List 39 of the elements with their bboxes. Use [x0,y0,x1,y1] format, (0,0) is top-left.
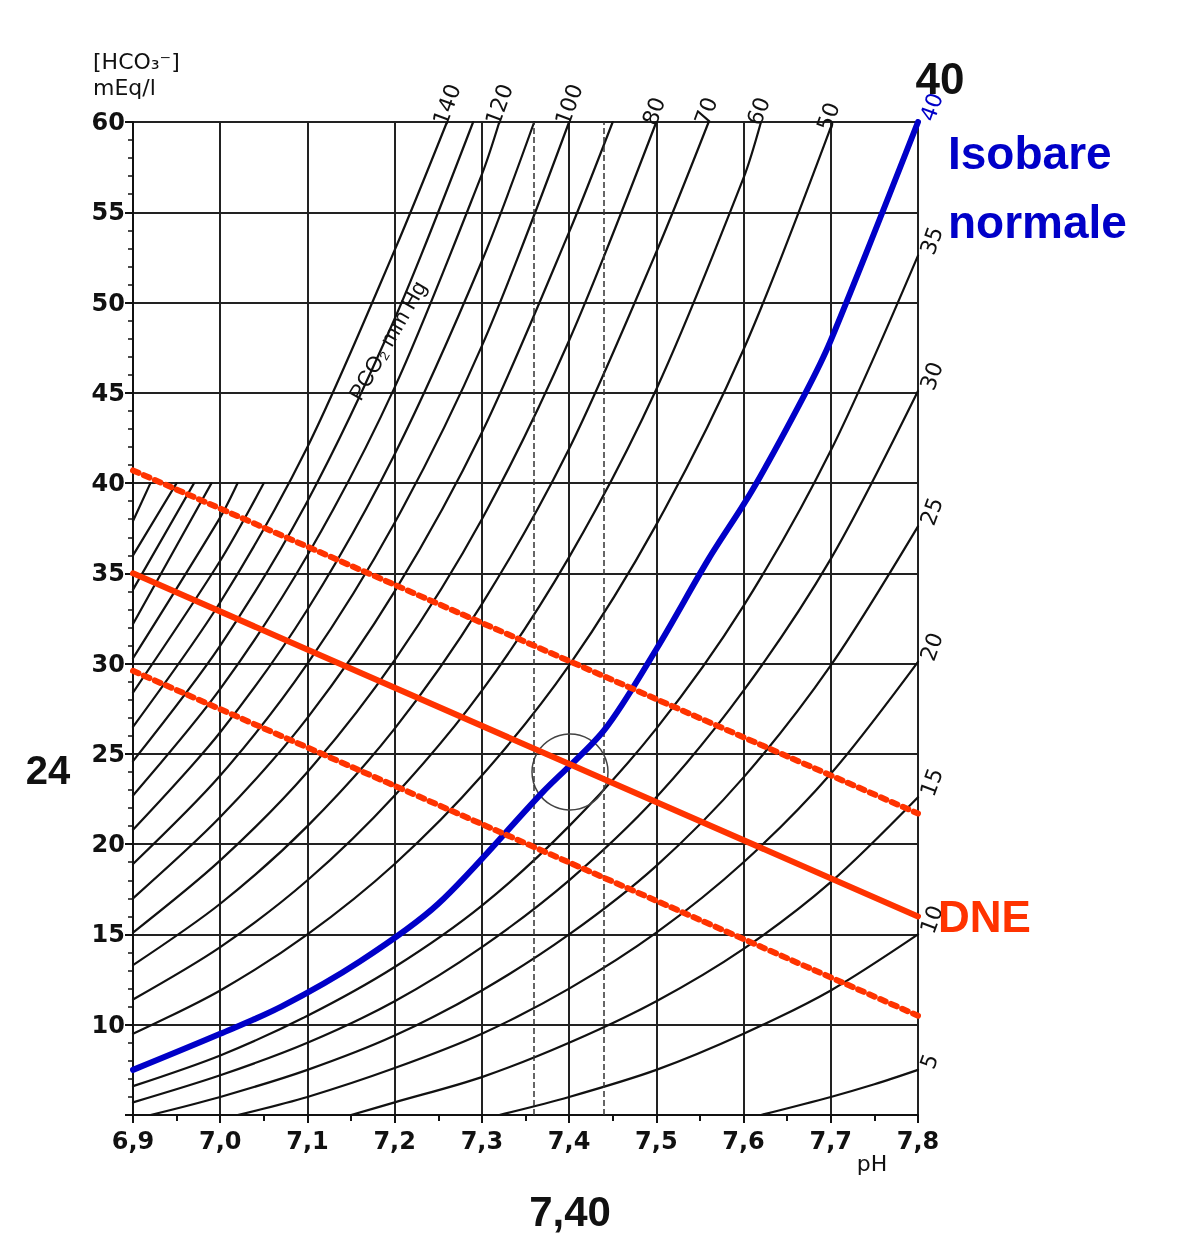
y-tick-label: 60 [91,108,125,136]
text: 120 [480,80,518,129]
y-tick-label: 55 [91,198,125,227]
text: 7,40 [529,1188,611,1235]
y-tick-label: 40 [91,469,125,498]
x-tick-label: 7,2 [373,1127,416,1155]
text: 20 [914,629,948,665]
x-tick-label: 7,0 [198,1127,242,1155]
y-tick-label: 50 [91,288,125,317]
text: 24 [25,748,71,792]
y-tick-label: 30 [91,649,125,678]
text: 35 [914,223,948,258]
y-tick-label: 45 [91,378,125,407]
x-tick-label: 7,5 [635,1127,678,1155]
text: 140 [427,80,466,129]
y-tick-label: 25 [91,739,125,768]
y-tick-label: 20 [91,830,125,859]
y-tick-label: 10 [91,1010,125,1039]
text: 25 [914,493,948,529]
x-tick-label: 7,3 [460,1127,504,1155]
text: 100 [549,80,588,129]
text: Isobare normale [948,126,1127,248]
x-tick-label: 7,8 [896,1127,940,1155]
text: 70 [689,93,723,129]
text: 80 [637,93,671,129]
text: 15 [914,764,948,800]
text: 5 [914,1050,944,1073]
x-tick-label: 7,1 [286,1127,329,1155]
x-axis-title: pH [856,1150,888,1176]
text: 50 [811,99,845,134]
x-tick-label: 7,7 [809,1127,853,1155]
y-tick-label: 35 [91,559,125,588]
x-tick-label: 6,9 [111,1127,155,1155]
text: 60 [741,93,775,129]
x-tick-label: 7,4 [547,1127,591,1155]
y-axis-title: [HCO₃⁻] mEq/l [93,48,180,100]
text: 30 [914,358,948,394]
y-tick-label: 15 [91,920,125,949]
x-tick-label: 7,6 [722,1127,765,1155]
